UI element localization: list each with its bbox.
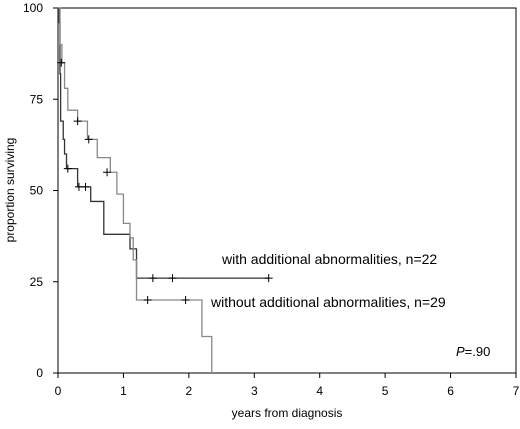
y-tick-label: 75 bbox=[30, 92, 44, 106]
x-tick-label: 5 bbox=[382, 384, 389, 398]
y-axis-ticks: 0 25 50 75 100 bbox=[23, 1, 58, 380]
p-value-symbol: P bbox=[456, 344, 465, 359]
censor-mark bbox=[181, 296, 190, 304]
y-tick-label: 0 bbox=[36, 366, 43, 380]
censor-mark bbox=[57, 58, 66, 67]
survival-step-line bbox=[58, 7, 269, 279]
censor-mark bbox=[103, 168, 112, 177]
annotation-without-abnormalities: without additional abnormalities, n=29 bbox=[210, 294, 446, 310]
series-layer bbox=[57, 7, 273, 373]
x-tick-label: 0 bbox=[55, 384, 62, 398]
censor-mark bbox=[84, 135, 93, 144]
censor-mark bbox=[168, 274, 177, 283]
censor-mark bbox=[73, 117, 82, 126]
survival-step-line bbox=[58, 7, 213, 373]
censor-mark bbox=[81, 182, 90, 191]
x-tick-label: 3 bbox=[251, 384, 258, 398]
x-tick-label: 1 bbox=[120, 384, 127, 398]
censor-mark bbox=[148, 274, 157, 283]
censor-mark bbox=[143, 296, 152, 304]
p-value-annotation: P=.90 bbox=[456, 344, 490, 359]
y-axis-title: proportion surviving bbox=[3, 138, 17, 243]
x-tick-label: 4 bbox=[316, 384, 323, 398]
censor-mark bbox=[63, 164, 72, 173]
series-1 bbox=[58, 7, 273, 283]
y-tick-label: 25 bbox=[30, 275, 44, 289]
y-tick-label: 100 bbox=[23, 1, 43, 15]
x-tick-label: 7 bbox=[513, 384, 520, 398]
x-axis-ticks: 0 1 2 3 4 5 6 7 bbox=[55, 373, 520, 398]
p-value-number: =.90 bbox=[465, 344, 491, 359]
annotation-with-abnormalities: with additional abnormalities, n=22 bbox=[221, 251, 437, 267]
x-tick-label: 6 bbox=[447, 384, 454, 398]
plot-frame bbox=[57, 7, 517, 374]
x-axis-title: years from diagnosis bbox=[232, 406, 343, 420]
series-2 bbox=[57, 7, 213, 373]
x-tick-label: 2 bbox=[186, 384, 193, 398]
censor-mark bbox=[264, 274, 273, 283]
y-tick-label: 50 bbox=[30, 184, 44, 198]
